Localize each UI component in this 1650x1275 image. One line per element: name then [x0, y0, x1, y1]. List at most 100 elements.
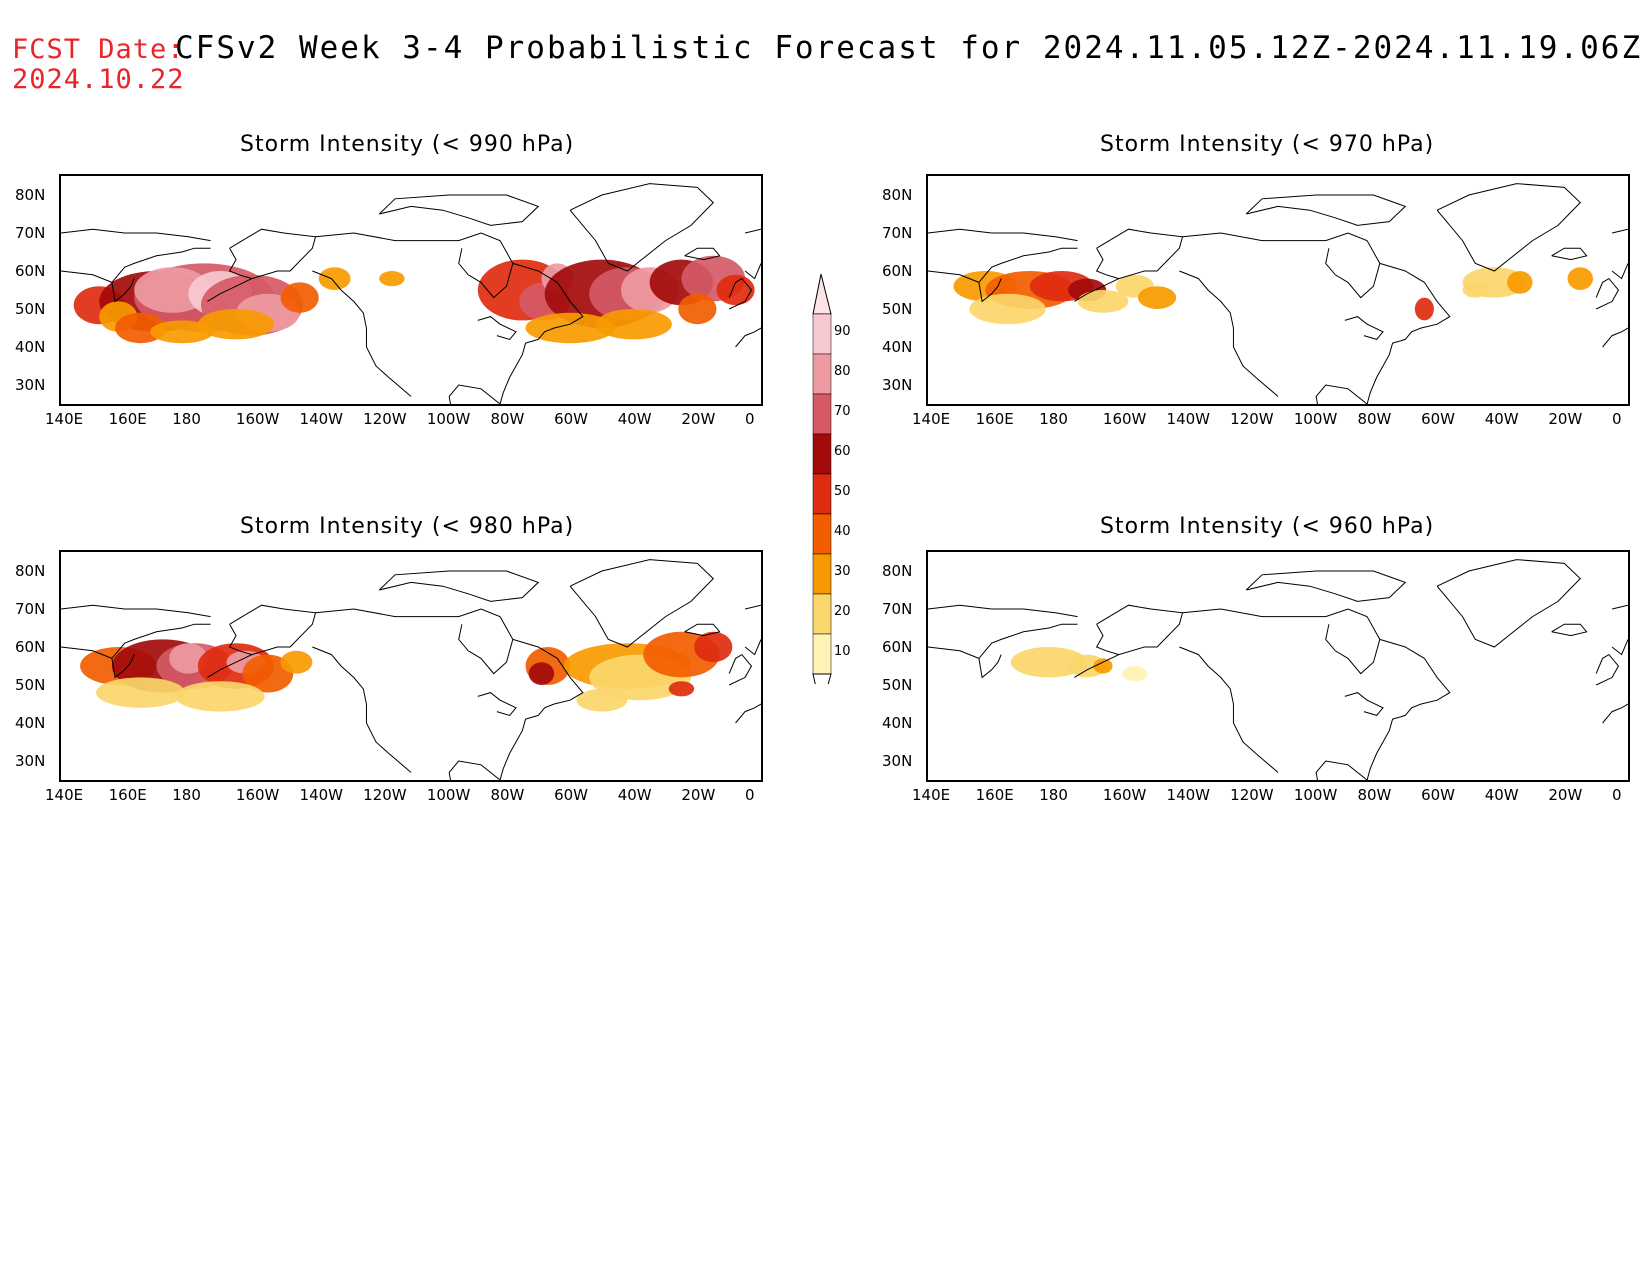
probability-cell	[175, 681, 265, 712]
x-tick-label: 180	[1039, 786, 1068, 804]
map-panel-990	[59, 174, 763, 406]
colorbar-label: 40	[834, 524, 851, 539]
x-tick-label: 0	[1612, 410, 1622, 428]
coastline	[1315, 760, 1368, 780]
coastline	[1245, 570, 1407, 602]
coastline	[978, 278, 1002, 303]
coastline	[61, 623, 211, 659]
x-tick-label: 140W	[1166, 786, 1210, 804]
coastline	[315, 232, 514, 299]
probability-cell	[197, 309, 275, 340]
coastline	[684, 623, 721, 637]
coastline	[744, 263, 761, 280]
x-tick-label: 20W	[1548, 786, 1583, 804]
colorbar-label: 80	[834, 364, 851, 379]
x-tick-label: 140W	[299, 786, 343, 804]
x-tick-label: 60W	[554, 786, 588, 804]
colorbar-segment	[812, 513, 832, 555]
x-tick-label: 60W	[554, 410, 588, 428]
y-tick-label: 70N	[882, 600, 913, 618]
coastline	[1595, 653, 1620, 686]
colorbar-bottom-arrow	[812, 673, 832, 684]
x-tick-label: 160W	[235, 786, 280, 804]
y-tick-label: 60N	[882, 262, 913, 280]
panel-title-990: Storm Intensity (< 990 hPa)	[240, 132, 575, 157]
coastline	[1074, 278, 1120, 302]
coastline	[228, 604, 317, 656]
coastline	[728, 653, 753, 686]
coastlines	[61, 183, 761, 404]
x-tick-label: 160E	[108, 786, 147, 804]
x-tick-label: 0	[745, 786, 755, 804]
coastline	[207, 654, 253, 678]
coastline	[928, 604, 1078, 618]
coastline	[744, 228, 761, 234]
coastline	[1182, 232, 1381, 299]
coastlines	[61, 559, 761, 780]
probability-cell	[1138, 286, 1177, 309]
y-tick-label: 60N	[882, 638, 913, 656]
x-tick-label: 120W	[1230, 410, 1274, 428]
x-tick-label: 180	[172, 410, 201, 428]
x-tick-label: 40W	[617, 786, 652, 804]
x-tick-label: 80W	[490, 410, 525, 428]
coastline	[735, 703, 761, 724]
coastline	[569, 559, 714, 648]
x-tick-label: 160E	[975, 410, 1014, 428]
colorbar-label: 50	[834, 484, 851, 499]
y-tick-label: 30N	[882, 376, 913, 394]
x-tick-label: 0	[1612, 786, 1622, 804]
probability-cell	[379, 271, 405, 287]
probability-cell	[1462, 282, 1488, 298]
y-tick-label: 40N	[15, 338, 46, 356]
coastline	[1611, 639, 1628, 656]
x-tick-label: 40W	[617, 410, 652, 428]
coastline	[1436, 559, 1581, 648]
map-svg-960	[928, 559, 1628, 780]
colorbar-segment	[812, 473, 832, 515]
coastline	[928, 247, 1078, 283]
coastline	[1245, 194, 1407, 226]
coastline	[312, 646, 412, 773]
x-tick-label: 60W	[1421, 410, 1455, 428]
x-tick-label: 80W	[1357, 410, 1392, 428]
probability-cell	[1077, 290, 1129, 313]
x-tick-label: 160E	[108, 410, 147, 428]
coastline	[1611, 604, 1628, 610]
x-tick-label: 20W	[681, 786, 716, 804]
x-tick-label: 180	[1039, 410, 1068, 428]
x-tick-label: 120W	[363, 786, 407, 804]
coastline	[735, 327, 761, 348]
probability-cell	[576, 688, 628, 712]
coastline	[448, 760, 501, 780]
probability-field	[953, 267, 1593, 325]
y-tick-label: 70N	[15, 224, 46, 242]
colorbar-label: 60	[834, 444, 851, 459]
map-panel-960	[926, 550, 1630, 782]
coastline	[1366, 638, 1451, 780]
colorbar-svg	[812, 274, 832, 684]
probability-cell	[528, 662, 555, 685]
probability-cell	[1068, 654, 1107, 678]
x-tick-label: 100W	[1293, 786, 1338, 804]
probability-cell	[1122, 666, 1148, 682]
coastline	[1366, 262, 1451, 404]
y-tick-label: 30N	[882, 752, 913, 770]
coastline	[1179, 646, 1279, 773]
coastline	[684, 247, 721, 261]
coastline	[378, 570, 540, 602]
coastline	[111, 278, 135, 303]
coastline	[499, 638, 584, 780]
y-tick-label: 40N	[15, 714, 46, 732]
coastline	[1095, 604, 1184, 656]
x-tick-label: 20W	[1548, 410, 1583, 428]
coastline	[315, 608, 514, 675]
forecast-date-label: FCST Date:	[12, 34, 185, 65]
x-tick-label: 160W	[235, 410, 280, 428]
y-tick-label: 60N	[15, 638, 46, 656]
x-tick-label: 120W	[1230, 786, 1274, 804]
x-tick-label: 100W	[426, 786, 471, 804]
colorbar-segment	[812, 593, 832, 635]
x-tick-label: 40W	[1484, 786, 1519, 804]
x-tick-label: 60W	[1421, 786, 1455, 804]
